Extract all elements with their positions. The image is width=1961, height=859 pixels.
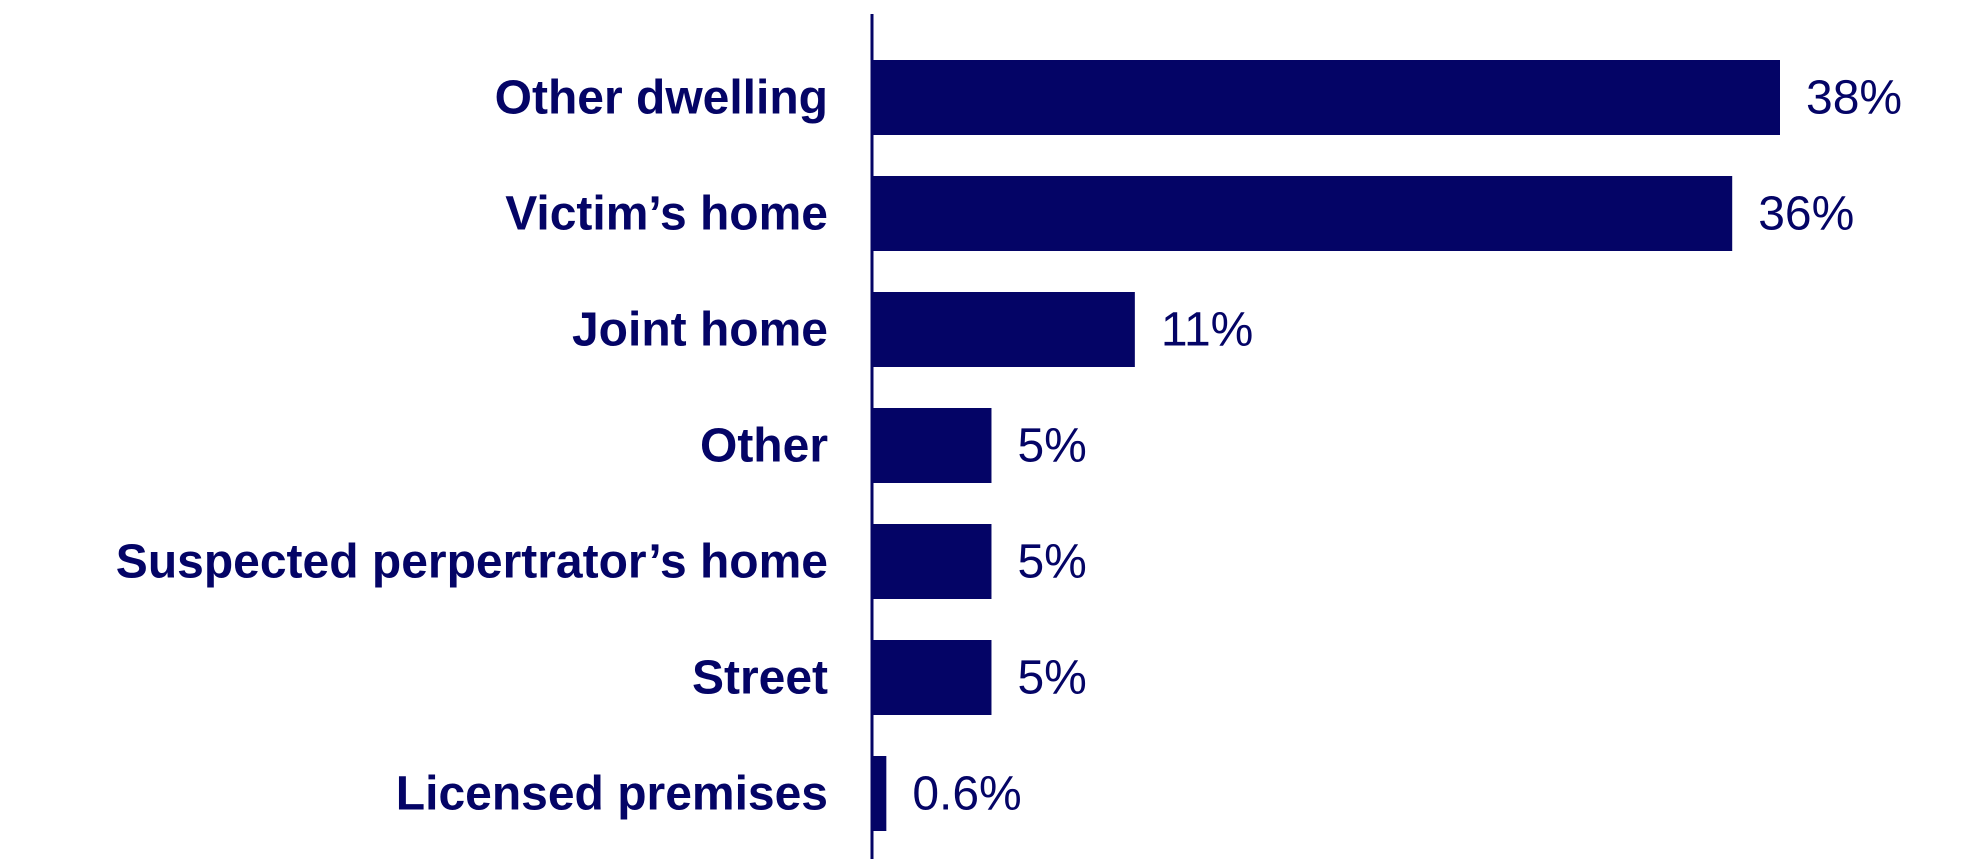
category-label: Licensed premises — [396, 768, 828, 821]
value-label: 11% — [1161, 304, 1254, 357]
bars-layer — [872, 60, 1780, 831]
bar-6 — [872, 756, 887, 831]
value-label: 5% — [1017, 536, 1086, 589]
category-label: Street — [692, 652, 828, 705]
category-label: Suspected perpertrator’s home — [116, 536, 828, 589]
bar-1 — [872, 176, 1733, 251]
value-labels: 38% 36% 11% 5% 5% 5% 0.6% — [912, 72, 1902, 821]
value-label: 0.6% — [912, 768, 1021, 821]
bar-5 — [872, 640, 992, 715]
category-labels: Other dwelling Victim’s home Joint home Oth… — [116, 72, 828, 821]
value-label: 38% — [1806, 72, 1902, 125]
value-label: 5% — [1017, 652, 1086, 705]
bar-4 — [872, 524, 992, 599]
category-label: Victim’s home — [505, 188, 828, 241]
bar-2 — [872, 292, 1135, 367]
value-label: 5% — [1017, 420, 1086, 473]
category-label: Other dwelling — [495, 72, 828, 125]
value-label: 36% — [1758, 188, 1854, 241]
category-label: Joint home — [572, 304, 828, 357]
category-label: Other — [700, 420, 828, 473]
bar-0 — [872, 60, 1780, 135]
bar-3 — [872, 408, 992, 483]
